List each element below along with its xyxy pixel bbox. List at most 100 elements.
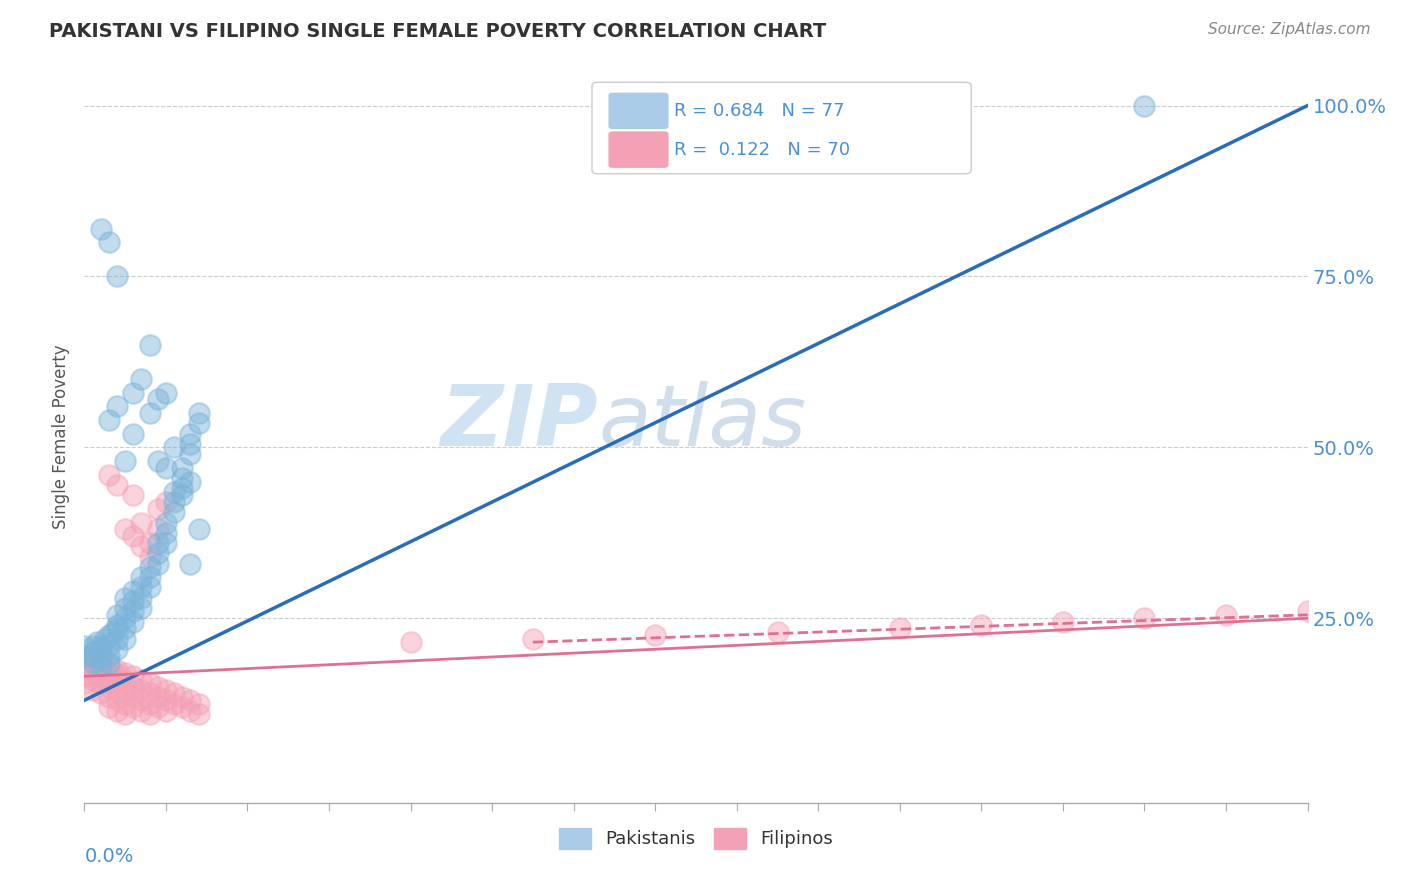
Point: [146, 690, 169, 704]
FancyBboxPatch shape: [609, 132, 668, 167]
Point: [90, 652, 112, 666]
Point: [73, 669, 96, 683]
Point: [138, 697, 160, 711]
Point: [90, 686, 112, 700]
Point: [105, 704, 128, 718]
Point: [97, 656, 120, 670]
Point: [82, 639, 104, 653]
Point: [155, 516, 177, 530]
Point: [90, 656, 112, 670]
Point: [138, 706, 160, 721]
Point: [138, 549, 160, 564]
Point: [131, 372, 153, 386]
Point: [146, 557, 169, 571]
FancyBboxPatch shape: [609, 94, 668, 128]
Point: [105, 632, 128, 646]
Point: [122, 385, 145, 400]
Point: [73, 639, 96, 653]
Point: [105, 673, 128, 687]
Point: [155, 704, 177, 718]
Point: [1133, 611, 1156, 625]
Point: [82, 683, 104, 698]
Point: [146, 680, 169, 694]
Point: [114, 665, 136, 680]
Point: [138, 406, 160, 420]
Point: [172, 700, 194, 714]
Point: [82, 656, 104, 670]
Point: [179, 475, 201, 489]
Point: [138, 581, 160, 595]
Text: atlas: atlas: [598, 381, 806, 464]
Point: [146, 700, 169, 714]
Point: [122, 426, 145, 441]
Point: [138, 676, 160, 690]
Point: [163, 440, 186, 454]
Legend: Pakistanis, Filipinos: Pakistanis, Filipinos: [551, 821, 841, 856]
Point: [122, 604, 145, 618]
Point: [131, 601, 153, 615]
Point: [122, 700, 145, 714]
Point: [82, 648, 104, 663]
Point: [90, 639, 112, 653]
Point: [155, 385, 177, 400]
Point: [122, 669, 145, 683]
Point: [73, 656, 96, 670]
Point: [179, 557, 201, 571]
Point: [73, 663, 96, 677]
Point: [172, 488, 194, 502]
Point: [97, 413, 120, 427]
Point: [114, 622, 136, 636]
Point: [105, 693, 128, 707]
FancyBboxPatch shape: [592, 82, 972, 174]
Point: [163, 484, 186, 499]
Point: [73, 676, 96, 690]
Y-axis label: Single Female Poverty: Single Female Poverty: [52, 345, 70, 529]
Point: [97, 648, 120, 663]
Point: [82, 652, 104, 666]
Point: [93, 663, 115, 677]
Point: [90, 665, 112, 680]
Point: [1215, 607, 1237, 622]
Point: [131, 540, 153, 554]
Point: [114, 454, 136, 468]
Point: [187, 706, 209, 721]
Point: [114, 591, 136, 605]
Text: R =  0.122   N = 70: R = 0.122 N = 70: [673, 141, 851, 159]
Point: [1296, 604, 1319, 618]
Point: [155, 536, 177, 550]
Point: [172, 690, 194, 704]
Point: [101, 665, 124, 680]
Point: [179, 447, 201, 461]
Point: [114, 686, 136, 700]
Point: [122, 690, 145, 704]
Point: [105, 400, 128, 414]
Point: [114, 676, 136, 690]
Point: [97, 680, 120, 694]
Point: [644, 628, 666, 642]
Point: [97, 700, 120, 714]
Point: [82, 663, 104, 677]
Point: [114, 697, 136, 711]
Text: 0.0%: 0.0%: [84, 847, 134, 866]
Point: [105, 622, 128, 636]
Point: [90, 221, 112, 235]
Point: [146, 454, 169, 468]
Point: [86, 635, 108, 649]
Point: [187, 417, 209, 431]
Point: [97, 235, 120, 250]
Point: [138, 536, 160, 550]
Point: [1133, 98, 1156, 112]
Point: [90, 642, 112, 657]
Point: [163, 686, 186, 700]
Point: [187, 406, 209, 420]
Point: [889, 622, 911, 636]
Point: [172, 481, 194, 495]
Point: [155, 693, 177, 707]
Point: [131, 516, 153, 530]
Point: [146, 392, 169, 407]
Point: [105, 683, 128, 698]
Point: [1052, 615, 1074, 629]
Point: [122, 594, 145, 608]
Point: [122, 529, 145, 543]
Point: [114, 706, 136, 721]
